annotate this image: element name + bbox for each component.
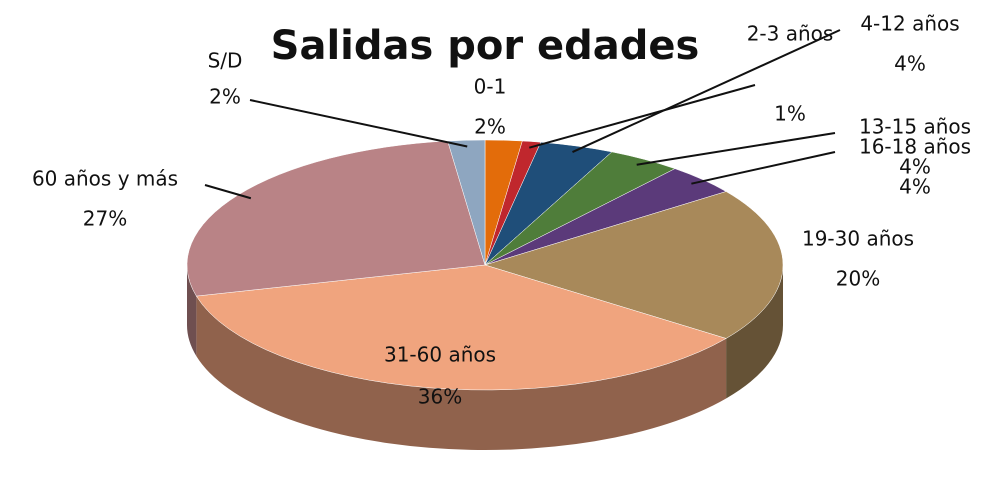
category-label: 19-30 años xyxy=(802,227,914,251)
value-label: 4% xyxy=(899,155,931,179)
pie-slice xyxy=(447,139,486,266)
leader-line xyxy=(529,84,756,149)
category-label: 0-1 xyxy=(474,75,507,99)
category-label: 16-18 años xyxy=(859,135,971,159)
category-label: S/D xyxy=(208,49,243,73)
value-label: 2% xyxy=(209,85,241,109)
category-label: 60 años y más xyxy=(32,167,178,191)
value-label: 2% xyxy=(474,115,506,139)
value-label: 1% xyxy=(774,102,806,126)
category-label: 31-60 años xyxy=(384,343,496,367)
pie-side xyxy=(726,265,784,399)
value-label: 36% xyxy=(418,385,462,409)
leader-line xyxy=(636,132,836,166)
leader-line xyxy=(204,184,252,200)
value-label: 4% xyxy=(899,175,931,199)
leader-line xyxy=(572,29,841,153)
pie-side xyxy=(196,296,727,450)
category-label: 13-15 años xyxy=(859,115,971,139)
pie-slice xyxy=(195,264,727,391)
chart-title: Salidas por edades xyxy=(271,23,700,69)
value-label: 20% xyxy=(836,267,880,291)
leader-line xyxy=(691,151,836,185)
value-label: 4% xyxy=(894,52,926,76)
pie-slice xyxy=(484,191,784,339)
value-label: 27% xyxy=(83,207,127,231)
pie-side xyxy=(187,265,197,357)
category-label: 2-3 años xyxy=(747,22,834,46)
category-label: 4-12 años xyxy=(860,12,959,36)
leader-line xyxy=(249,99,468,148)
